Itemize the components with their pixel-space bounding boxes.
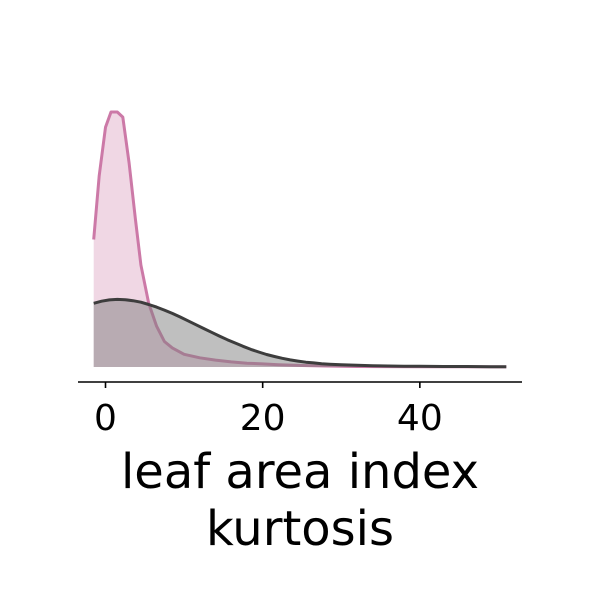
series-1-line <box>93 297 507 369</box>
series-1-area <box>93 299 507 367</box>
x-axis-label-line-1: leaf area index <box>121 444 479 500</box>
x-tick-label: 20 <box>240 398 286 439</box>
plot-area: 0 20 40 <box>78 110 522 439</box>
series-layer <box>92 110 507 369</box>
x-axis-label-line-2: kurtosis <box>206 501 394 557</box>
x-ticks: 0 20 40 <box>94 382 443 439</box>
x-tick-label: 40 <box>397 398 443 439</box>
x-tick-label: 0 <box>94 398 117 439</box>
